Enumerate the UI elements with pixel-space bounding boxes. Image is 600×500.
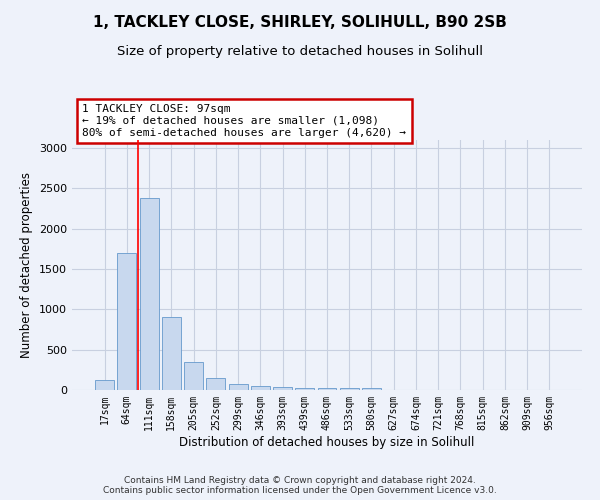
Text: 1 TACKLEY CLOSE: 97sqm
← 19% of detached houses are smaller (1,098)
80% of semi-: 1 TACKLEY CLOSE: 97sqm ← 19% of detached… xyxy=(82,104,406,138)
Bar xyxy=(362,388,381,390)
Bar xyxy=(206,378,225,390)
Bar xyxy=(184,362,203,390)
Text: 1, TACKLEY CLOSE, SHIRLEY, SOLIHULL, B90 2SB: 1, TACKLEY CLOSE, SHIRLEY, SOLIHULL, B90… xyxy=(93,15,507,30)
Bar xyxy=(340,388,359,390)
Bar xyxy=(229,384,248,390)
Bar xyxy=(140,198,158,390)
Bar xyxy=(95,380,114,390)
Bar xyxy=(317,388,337,390)
Y-axis label: Number of detached properties: Number of detached properties xyxy=(20,172,34,358)
Bar xyxy=(251,386,270,390)
Text: Contains HM Land Registry data © Crown copyright and database right 2024.
Contai: Contains HM Land Registry data © Crown c… xyxy=(103,476,497,495)
Text: Size of property relative to detached houses in Solihull: Size of property relative to detached ho… xyxy=(117,45,483,58)
X-axis label: Distribution of detached houses by size in Solihull: Distribution of detached houses by size … xyxy=(179,436,475,448)
Bar xyxy=(162,316,181,390)
Bar xyxy=(295,388,314,390)
Bar xyxy=(273,387,292,390)
Bar xyxy=(118,253,136,390)
